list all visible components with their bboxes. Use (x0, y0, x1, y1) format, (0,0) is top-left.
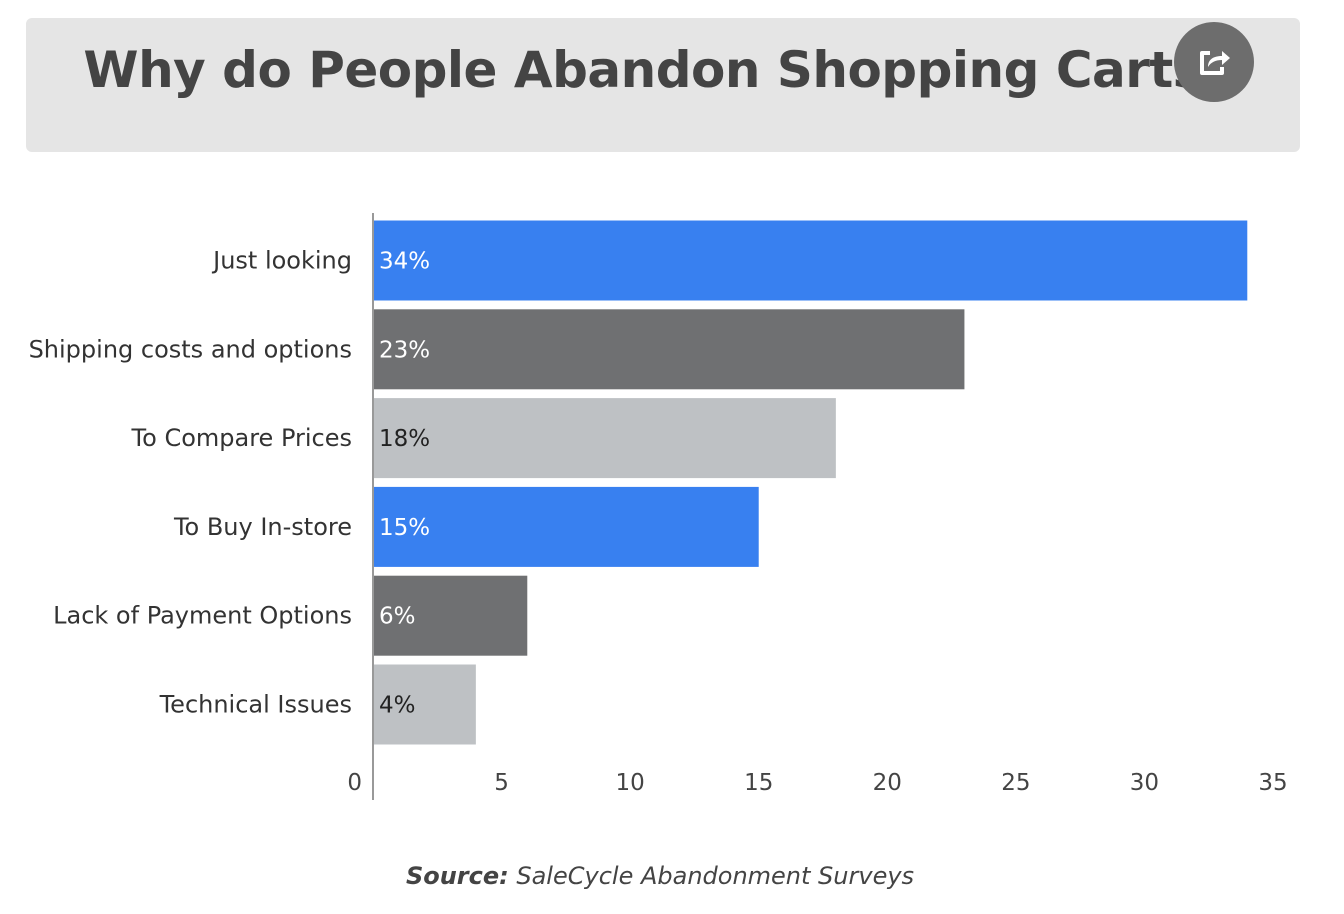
source-label: Source: (405, 862, 509, 890)
bar-5 (373, 664, 476, 745)
x-tick-label-30: 30 (1130, 770, 1159, 796)
data-label-2: 18% (379, 426, 430, 452)
category-label-3: To Buy In-store (173, 513, 352, 541)
x-tick-label-25: 25 (1001, 770, 1030, 796)
data-label-0: 34% (379, 249, 430, 275)
bar-3 (373, 486, 759, 567)
x-tick-label-35: 35 (1258, 770, 1287, 796)
category-label-2: To Compare Prices (131, 424, 352, 452)
share-button[interactable] (1174, 22, 1254, 102)
bar-0 (373, 220, 1248, 301)
source-note: Source: SaleCycle Abandonment Surveys (0, 862, 1320, 890)
category-label-0: Just looking (211, 247, 352, 275)
bar-4 (373, 575, 528, 656)
data-label-5: 4% (379, 693, 416, 719)
bar-2 (373, 398, 836, 479)
chart-title: Why do People Abandon Shopping Carts? (83, 41, 1231, 99)
category-label-1: Shipping costs and options (29, 335, 352, 363)
category-label-4: Lack of Payment Options (53, 602, 352, 630)
x-tick-label-15: 15 (744, 770, 773, 796)
x-tick-label-5: 5 (494, 770, 509, 796)
title-banner (26, 18, 1300, 152)
x-tick-label-10: 10 (616, 770, 645, 796)
x-tick-label-0: 0 (347, 770, 362, 796)
x-tick-label-20: 20 (873, 770, 902, 796)
category-label-5: Technical Issues (159, 691, 352, 719)
source-text: SaleCycle Abandonment Surveys (508, 862, 915, 890)
bar-1 (373, 309, 965, 390)
data-label-1: 23% (379, 337, 430, 363)
data-label-3: 15% (379, 515, 430, 541)
share-icon (1200, 51, 1230, 75)
data-label-4: 6% (379, 604, 416, 630)
